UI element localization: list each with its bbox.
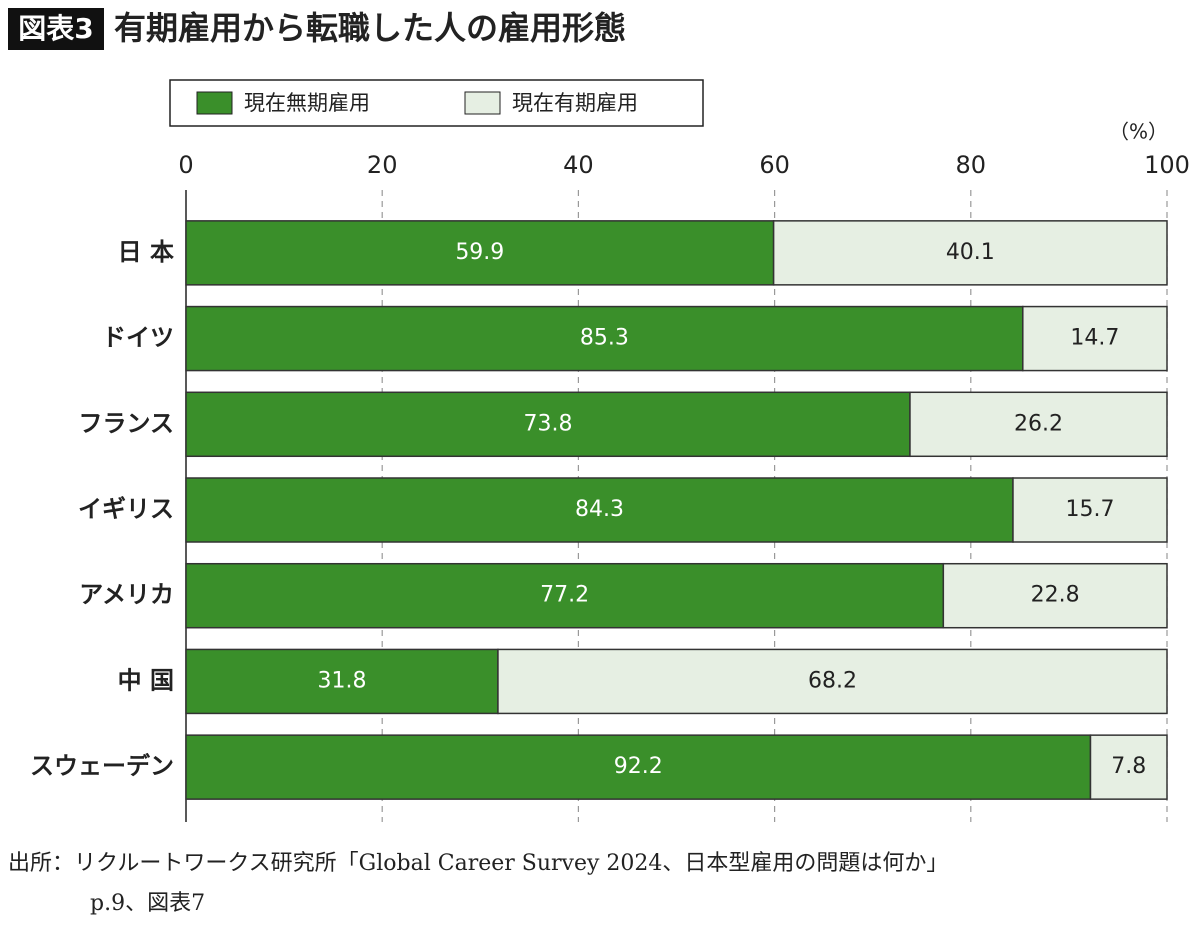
y-tick-label: イギリス xyxy=(78,495,174,523)
bar-segment xyxy=(185,220,775,286)
figure-label: 図表3 xyxy=(18,12,93,45)
data-label: 77.2 xyxy=(540,583,589,608)
data-label: 92.2 xyxy=(614,754,663,779)
x-tick-label: 40 xyxy=(563,151,594,179)
bar-segment xyxy=(1089,734,1168,800)
legend-swatch xyxy=(196,91,233,115)
unit-label: （%） xyxy=(1109,120,1168,144)
bar-segment xyxy=(909,391,1168,458)
x-tick-label: 0 xyxy=(178,151,193,179)
bar-segment xyxy=(497,648,1168,715)
legend-label: 現在有期雇用 xyxy=(512,91,638,115)
x-tick-label: 60 xyxy=(759,151,790,179)
figure-badge xyxy=(8,8,104,50)
y-tick-label: アメリカ xyxy=(79,581,174,609)
bar-segment xyxy=(185,648,499,715)
bar-segment xyxy=(185,562,945,629)
data-label: 59.9 xyxy=(455,240,504,265)
bar-segment xyxy=(185,391,911,458)
y-tick-label: フランス xyxy=(78,409,174,437)
bar-segment xyxy=(185,305,1024,372)
data-label: 22.8 xyxy=(1031,583,1080,608)
data-label: 7.8 xyxy=(1111,754,1146,779)
legend-box xyxy=(169,79,704,127)
bar-segment xyxy=(1022,305,1168,372)
x-tick-label: 80 xyxy=(956,151,987,179)
legend-label: 現在無期雇用 xyxy=(244,91,370,115)
y-tick-label: 日 本 xyxy=(118,238,174,266)
data-label: 31.8 xyxy=(317,668,366,693)
source: p.9、図表7 xyxy=(90,891,205,916)
bar-segment xyxy=(1012,477,1168,543)
data-label: 73.8 xyxy=(523,411,572,436)
bar-segment xyxy=(942,562,1168,629)
y-tick-label: 中 国 xyxy=(118,666,174,694)
y-tick-label: ドイツ xyxy=(102,324,174,352)
y-tick-label: スウェーデン xyxy=(30,752,174,780)
data-label: 15.7 xyxy=(1065,497,1114,522)
data-label: 14.7 xyxy=(1070,326,1119,351)
chart-title: 有期雇用から転職した人の雇用形態 xyxy=(114,9,626,47)
bar-segment xyxy=(772,220,1168,286)
data-label: 26.2 xyxy=(1014,411,1063,436)
x-tick-label: 100 xyxy=(1144,151,1190,179)
x-tick-label: 20 xyxy=(367,151,398,179)
legend-swatch xyxy=(464,91,501,115)
data-label: 84.3 xyxy=(575,497,624,522)
data-label: 68.2 xyxy=(808,668,857,693)
data-label: 85.3 xyxy=(580,326,629,351)
data-label: 40.1 xyxy=(946,240,995,265)
source: 出所：リクルートワークス研究所「Global Career Survey 202… xyxy=(8,851,948,876)
bar-segment xyxy=(185,734,1092,800)
